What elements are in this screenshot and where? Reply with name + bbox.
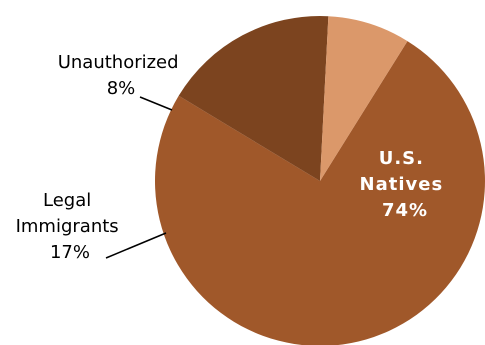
slice-unauthorized — [320, 16, 408, 182]
legal-immigrants-leader-line — [105, 232, 167, 259]
legal-immigrants-label: Legal Immigrants 17% — [16, 190, 125, 263]
unauthorized-leader-line — [139, 96, 173, 111]
slice-us-natives — [155, 41, 485, 345]
unauthorized-label: Unauthorized 8% — [58, 52, 185, 99]
slice-legal-immigrants — [178, 15, 329, 181]
pie-slices — [155, 15, 485, 345]
us-natives-label: U.S. Natives 74% — [360, 148, 451, 221]
